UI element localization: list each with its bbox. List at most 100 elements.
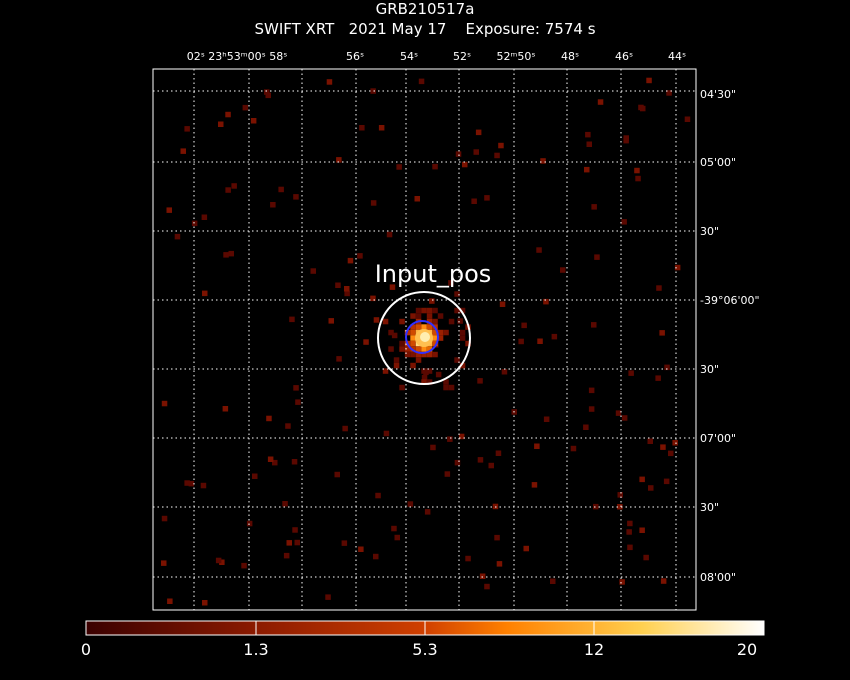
- event-pixel: [537, 338, 543, 344]
- source-pixel: [421, 307, 427, 314]
- event-pixel: [664, 364, 670, 371]
- source-pixel: [410, 346, 416, 352]
- event-pixel: [455, 151, 462, 157]
- source-pixel: [437, 329, 444, 336]
- event-pixel: [264, 89, 270, 95]
- source-pixel: [426, 313, 433, 319]
- event-pixel: [639, 476, 645, 483]
- source-pixel: [459, 329, 466, 336]
- event-pixel: [421, 374, 428, 381]
- ra-tick-label: 44ˢ: [667, 50, 687, 63]
- event-pixel: [663, 478, 670, 485]
- source-pixel: [454, 291, 460, 297]
- source-pixel: [459, 362, 466, 369]
- event-pixel: [336, 157, 342, 163]
- source-pixel: [410, 313, 416, 319]
- event-pixel: [627, 520, 633, 527]
- source-core-center: [420, 332, 430, 342]
- event-pixel: [375, 492, 381, 499]
- event-pixel: [584, 166, 590, 173]
- event-pixel: [560, 267, 566, 273]
- event-pixel: [457, 318, 463, 324]
- event-pixel: [588, 387, 595, 394]
- event-pixel: [202, 600, 208, 606]
- event-pixel: [394, 534, 400, 541]
- event-pixel: [191, 220, 198, 227]
- event-pixel: [250, 118, 257, 124]
- event-pixel: [424, 509, 431, 515]
- dec-tick-label: 04'30": [700, 88, 737, 101]
- event-pixel: [429, 298, 435, 304]
- event-pixel: [370, 88, 376, 94]
- dec-tick-label: 08'00": [700, 571, 737, 584]
- event-pixel: [246, 520, 253, 527]
- event-pixel: [202, 290, 208, 297]
- event-pixel: [358, 546, 364, 552]
- event-pixel: [378, 125, 385, 131]
- event-pixel: [585, 131, 591, 138]
- source-pixel: [404, 351, 411, 358]
- event-pixel: [174, 233, 181, 240]
- event-pixel: [357, 253, 363, 259]
- source-pixel: [426, 346, 433, 352]
- event-pixel: [292, 527, 298, 533]
- event-pixel: [655, 375, 661, 381]
- source-pixel: [426, 324, 433, 330]
- source-pixel: [432, 329, 438, 336]
- event-pixel: [336, 356, 342, 362]
- dec-tick-label: 30": [700, 363, 720, 376]
- source-pixel: [426, 318, 433, 325]
- event-pixel: [282, 501, 288, 507]
- event-pixel: [647, 438, 653, 444]
- event-pixel: [293, 194, 299, 200]
- event-pixel: [594, 254, 600, 260]
- event-pixel: [389, 284, 396, 290]
- source-pixel: [410, 340, 416, 347]
- source-pixel: [388, 329, 394, 336]
- event-pixel: [628, 370, 634, 376]
- event-pixel: [639, 527, 645, 533]
- event-pixel: [291, 459, 298, 465]
- dec-tick-label: 07'00": [700, 432, 737, 445]
- event-pixel: [619, 579, 625, 585]
- event-pixel: [283, 552, 290, 559]
- event-pixel: [184, 480, 190, 486]
- event-pixel: [418, 78, 425, 85]
- dec-tick-label: 30": [700, 225, 720, 238]
- event-pixel: [674, 264, 681, 271]
- event-pixel: [344, 286, 350, 292]
- event-pixel: [285, 423, 291, 429]
- source-pixel: [432, 318, 438, 325]
- event-pixel: [391, 525, 397, 532]
- event-pixel: [648, 485, 654, 491]
- event-pixel: [391, 332, 398, 339]
- event-pixel: [435, 371, 442, 378]
- event-pixel: [496, 561, 503, 567]
- event-pixel: [643, 554, 649, 561]
- event-pixel: [634, 167, 640, 174]
- psf-circle: [405, 320, 439, 354]
- event-pixel: [495, 450, 502, 456]
- event-pixel: [286, 540, 292, 546]
- source-pixel: [415, 307, 422, 314]
- source-pixel: [415, 357, 422, 363]
- event-pixel: [432, 163, 438, 170]
- event-pixel: [341, 540, 348, 546]
- event-pixel: [626, 529, 632, 535]
- source-pixel: [382, 318, 389, 325]
- source-pixel: [432, 340, 438, 347]
- event-pixel: [591, 204, 597, 210]
- event-pixel: [396, 164, 402, 170]
- event-pixel: [448, 280, 454, 286]
- event-pixel: [621, 219, 627, 225]
- event-pixel: [518, 338, 524, 345]
- ra-tick-label: 54ˢ: [399, 50, 419, 63]
- source-pixel: [410, 351, 416, 358]
- event-pixel: [231, 183, 237, 189]
- event-pixel: [593, 503, 599, 510]
- event-pixel: [659, 330, 665, 336]
- event-pixel: [325, 594, 331, 600]
- event-pixel: [407, 501, 414, 507]
- event-pixel: [551, 333, 558, 340]
